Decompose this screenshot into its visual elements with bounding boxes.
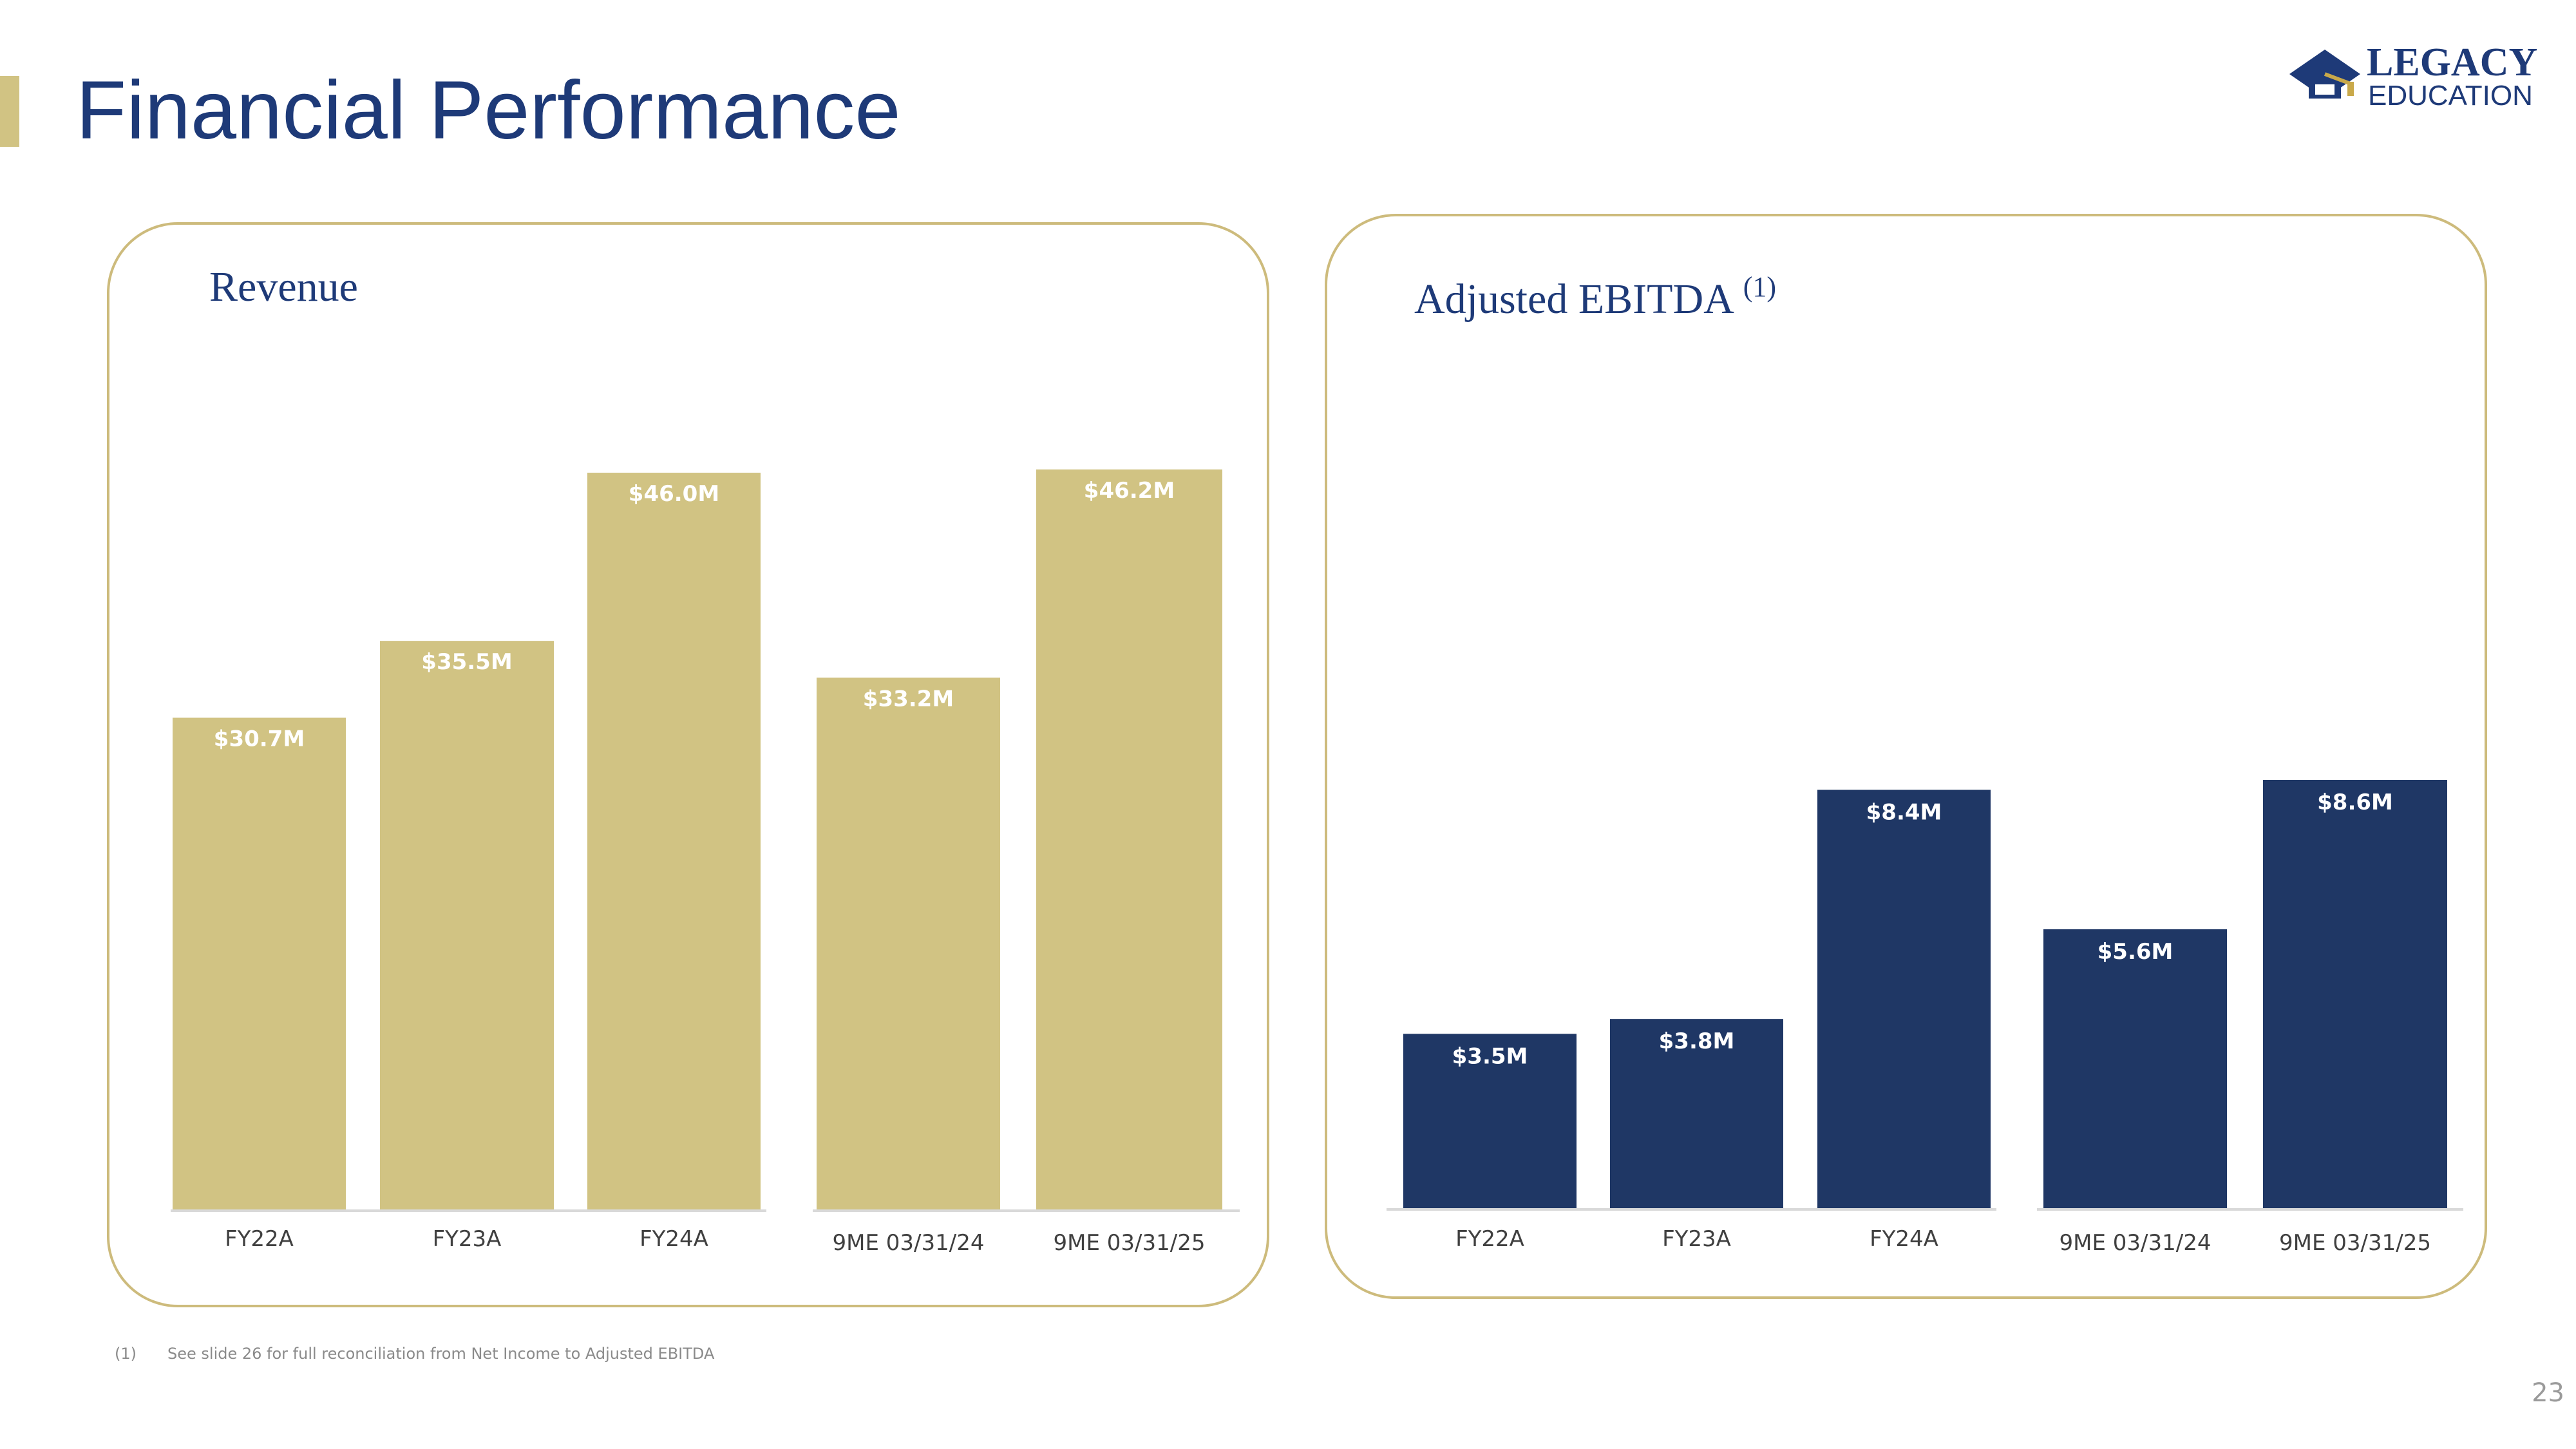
revenue-data-label-1: $30.7M	[214, 726, 305, 752]
revenue-bar-4	[817, 677, 1000, 1209]
revenue-data-label-2: $35.5M	[421, 649, 512, 675]
revenue-tick-label-2: FY23A	[433, 1226, 502, 1252]
ebitda-bar-4	[2043, 929, 2227, 1208]
revenue-bar-2	[380, 641, 554, 1209]
revenue-bar-3	[587, 473, 761, 1209]
title-accent-bar	[0, 76, 19, 147]
ebitda-bar-1	[1403, 1034, 1577, 1208]
ebitda-chart-title: Adjusted EBITDA (1)	[1414, 270, 1776, 324]
page-title: Financial Performance	[76, 64, 901, 156]
revenue-chart-title: Revenue	[209, 263, 358, 310]
footnote: (1) See slide 26 for full reconciliation …	[115, 1345, 714, 1363]
ebitda-bar-5	[2263, 780, 2447, 1208]
ebitda-data-label-4: $5.6M	[2098, 939, 2174, 965]
ebitda-data-label-3: $8.4M	[1866, 799, 1942, 825]
revenue-tick-label-5: 9ME 03/31/25	[1054, 1230, 1206, 1256]
revenue-tick-label-4: 9ME 03/31/24	[833, 1230, 985, 1256]
page-number: 23	[2532, 1378, 2564, 1408]
ebitda-tick-label-2: FY23A	[1662, 1226, 1731, 1252]
footnote-marker: (1)	[115, 1345, 137, 1363]
revenue-tick-label-1: FY22A	[225, 1226, 294, 1252]
ebitda-data-label-5: $8.6M	[2317, 790, 2393, 815]
revenue-data-label-5: $46.2M	[1084, 478, 1175, 504]
logo-line1: LEGACY	[2367, 41, 2537, 84]
ebitda-data-label-1: $3.5M	[1452, 1043, 1528, 1069]
logo-line2: EDUCATION	[2368, 80, 2533, 111]
ebitda-tick-label-5: 9ME 03/31/25	[2279, 1230, 2431, 1256]
revenue-bar-5	[1036, 469, 1222, 1209]
ebitda-tick-label-4: 9ME 03/31/24	[2060, 1230, 2211, 1256]
graduation-cap-icon	[2289, 50, 2360, 99]
ebitda-data-label-2: $3.8M	[1659, 1028, 1735, 1054]
ebitda-title-text: Adjusted EBITDA	[1414, 276, 1734, 323]
legacy-education-logo: LEGACY EDUCATION	[2289, 41, 2537, 111]
ebitda-tick-label-3: FY24A	[1870, 1226, 1938, 1252]
revenue-data-label-3: $46.0M	[629, 481, 719, 507]
revenue-bar-1	[173, 717, 346, 1209]
ebitda-bar-3	[1817, 790, 1991, 1208]
footnote-text: See slide 26 for full reconciliation fro…	[167, 1345, 715, 1363]
revenue-tick-label-3: FY24A	[639, 1226, 708, 1252]
revenue-data-label-4: $33.2M	[863, 686, 954, 712]
ebitda-title-footnote-marker: (1)	[1743, 271, 1777, 303]
ebitda-bar-2	[1610, 1019, 1783, 1208]
ebitda-tick-label-1: FY22A	[1455, 1226, 1524, 1252]
